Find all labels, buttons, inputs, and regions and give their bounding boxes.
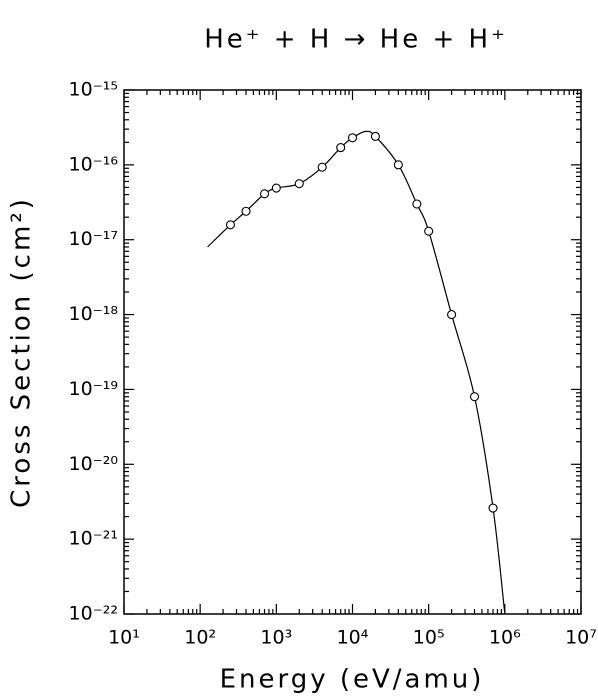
data-point bbox=[317, 162, 327, 172]
y-axis-label: Cross Section (cm²) bbox=[7, 196, 37, 508]
x-tick-label: 10⁷ bbox=[565, 627, 597, 649]
y-tick-label: 10⁻²¹ bbox=[69, 528, 118, 550]
data-point bbox=[259, 189, 270, 199]
y-tick-label: 10⁻²² bbox=[69, 603, 118, 625]
x-tick-label: 10² bbox=[184, 627, 216, 649]
y-tick-label: 10⁻¹⁹ bbox=[69, 378, 118, 400]
plot-frame bbox=[123, 89, 582, 615]
data-point bbox=[488, 503, 498, 513]
y-tick-label: 10⁻¹⁵ bbox=[69, 79, 118, 101]
data-point bbox=[225, 220, 236, 230]
x-tick-label: 10⁴ bbox=[337, 627, 369, 649]
data-point bbox=[424, 226, 434, 236]
y-tick-label: 10⁻¹⁸ bbox=[69, 303, 118, 325]
data-point bbox=[469, 392, 480, 402]
data-point bbox=[271, 183, 281, 193]
data-point bbox=[294, 179, 304, 189]
data-point bbox=[347, 133, 358, 143]
x-tick-label: 10¹ bbox=[108, 627, 140, 649]
y-tick-label: 10⁻¹⁷ bbox=[69, 228, 118, 250]
fit-line bbox=[207, 130, 506, 615]
chart-title: He⁺ + H → He + H⁺ bbox=[204, 25, 508, 55]
x-axis-label: Energy (eV/amu) bbox=[220, 665, 485, 695]
data-point bbox=[447, 310, 457, 320]
data-point bbox=[241, 206, 251, 216]
data-point bbox=[336, 143, 346, 153]
y-tick-label: 10⁻¹⁶ bbox=[69, 153, 118, 175]
data-point bbox=[393, 160, 403, 170]
x-tick-label: 10³ bbox=[260, 627, 292, 649]
x-tick-label: 10⁶ bbox=[489, 627, 521, 649]
x-tick-label: 10⁵ bbox=[413, 627, 445, 649]
data-point bbox=[370, 131, 380, 141]
y-tick-label: 10⁻²⁰ bbox=[69, 453, 118, 475]
data-point bbox=[412, 199, 422, 209]
